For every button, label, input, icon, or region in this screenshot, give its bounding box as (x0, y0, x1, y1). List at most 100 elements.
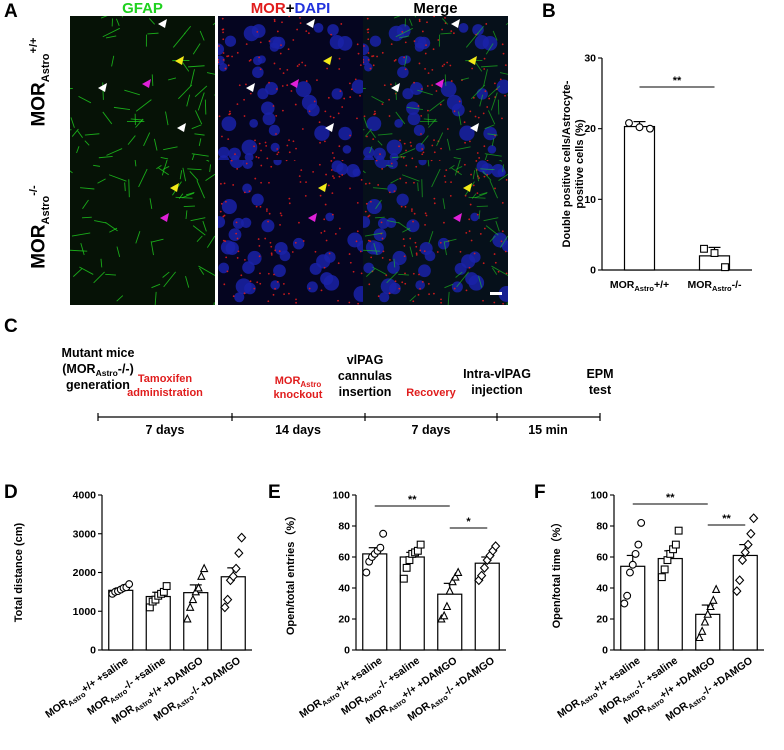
data-point (476, 570, 487, 581)
data-point (671, 540, 680, 549)
data-point (746, 528, 756, 539)
panel-letter-a: A (4, 1, 18, 22)
panel-letter-e: E (268, 482, 281, 503)
data-point (236, 532, 247, 543)
mor-label: MOR (250, 0, 286, 17)
timeline: 7 days 14 days 7 days 15 min Mutant mice (MOR… (62, 346, 614, 437)
y-tick-label: 60 (338, 552, 350, 564)
data-point (703, 609, 713, 618)
event-label: insertion (339, 385, 392, 399)
data-point (674, 526, 683, 535)
event-label: test (589, 383, 612, 397)
duration-label: 7 days (412, 423, 451, 437)
data-point (479, 562, 490, 573)
y-axis-label: Total distance (cm) (13, 522, 25, 622)
event-label: EPM (586, 367, 613, 381)
x-tick-label: MORAstro-/- (687, 279, 742, 293)
event-label: vlPAG (347, 353, 384, 367)
bar (399, 556, 425, 651)
data-point (445, 585, 455, 595)
data-point (194, 582, 203, 592)
data-point (631, 549, 640, 558)
data-point (183, 613, 192, 623)
data-point (740, 547, 750, 558)
micrograph-mordapi-row1 (218, 16, 363, 161)
bar (732, 554, 758, 651)
dapi-label: DAPI (294, 0, 331, 17)
data-point (222, 594, 233, 605)
data-point (448, 576, 457, 586)
bar (620, 565, 646, 651)
data-point (231, 563, 241, 574)
micrograph-gfap-row1 (70, 16, 215, 161)
y-tick-label: 1000 (73, 606, 97, 618)
y-axis-label: Open/total entries（%） (284, 510, 297, 635)
duration-label: 7 days (146, 423, 185, 437)
y-tick-label: 20 (584, 123, 596, 135)
row-label-sup: -/- (27, 185, 40, 196)
micrograph-mordapi-row2 (218, 160, 363, 305)
data-point (362, 568, 371, 577)
y-tick-label: 4000 (73, 490, 97, 502)
y-tick-label: 2000 (73, 567, 97, 579)
data-point (188, 594, 198, 604)
event-label: injection (471, 383, 522, 397)
data-point (743, 539, 753, 550)
significance-label: ** (408, 494, 417, 506)
data-point (700, 616, 710, 626)
data-point (625, 568, 634, 577)
data-point (697, 626, 707, 635)
data-point (220, 602, 230, 613)
significance-label: ** (722, 513, 731, 525)
chart-b: 0 10 20 30 Double positive cells/Astrocyte-p… (561, 53, 752, 293)
phase-label: MORAstro (275, 375, 322, 389)
phase-label: knockout (274, 389, 323, 401)
data-point (197, 571, 206, 580)
bar (220, 576, 246, 651)
y-tick-label: 80 (338, 521, 350, 533)
y-tick-label: 20 (596, 614, 608, 626)
event-label: Mutant mice (62, 346, 135, 360)
panel-letter-b: B (542, 1, 556, 22)
bar (108, 589, 134, 651)
data-point (748, 513, 759, 524)
y-tick-label: 20 (338, 614, 350, 626)
merge-label: Merge (413, 0, 458, 17)
panel-letter-c: C (4, 316, 18, 337)
y-axis-label: positive cells (%) (574, 119, 586, 209)
row-label-sub: Astro (40, 195, 53, 225)
event-label: generation (66, 378, 130, 392)
significance-label: * (466, 516, 471, 528)
data-point (451, 572, 460, 581)
x-tick-label: MORAstro+/+ (610, 279, 669, 293)
col-title-mor-dapi: MOR+DAPI (218, 0, 363, 17)
y-tick-label: 0 (590, 265, 596, 277)
col-title-merge: Merge (363, 0, 508, 17)
y-tick-label: 40 (596, 583, 608, 595)
duration-label: 15 min (528, 423, 568, 437)
y-tick-label: 10 (584, 194, 596, 206)
row-label-base: MOR (28, 82, 50, 127)
data-point (628, 560, 637, 569)
data-point (439, 610, 449, 620)
row-label-knockout: MORAstro-/- (28, 167, 52, 287)
data-point (416, 540, 425, 549)
data-point (737, 555, 748, 566)
y-axis-label: Open/total time（%） (550, 517, 563, 629)
y-axis-label: Double positive cells/Astrocyte- (561, 80, 573, 247)
plus-label: + (285, 0, 295, 17)
data-point (695, 632, 704, 642)
row-label-sup: +/+ (27, 37, 40, 54)
data-point (721, 263, 729, 272)
data-point (732, 586, 742, 597)
bar (362, 553, 388, 651)
data-point (453, 567, 463, 576)
micrograph-gfap-row2 (70, 160, 215, 305)
data-point (710, 249, 719, 257)
micrograph-merge-row1 (363, 16, 508, 161)
significance-label: ** (666, 492, 675, 504)
y-tick-label: 0 (602, 645, 608, 657)
